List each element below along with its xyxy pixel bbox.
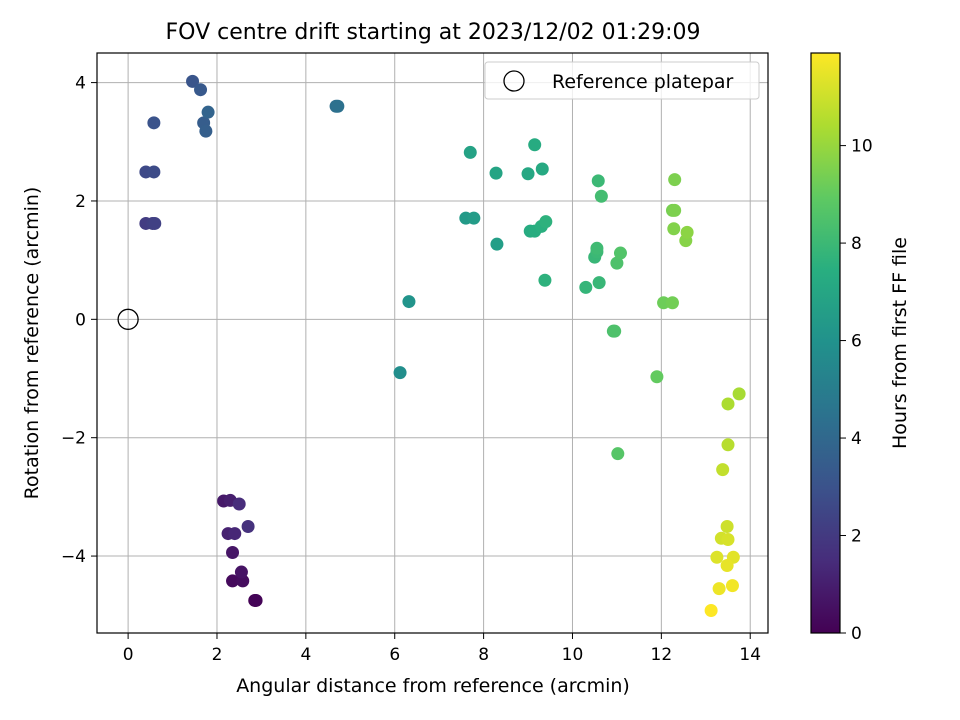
data-point (611, 447, 625, 461)
x-tick-label: 2 (212, 645, 223, 665)
data-point (704, 604, 718, 618)
data-point (194, 83, 208, 97)
data-point (650, 370, 664, 384)
data-point (667, 222, 681, 236)
plot-frame (96, 52, 769, 634)
data-point (592, 276, 606, 290)
data-point (528, 138, 542, 152)
y-axis-ticks: −4 −2 0 2 4 (61, 74, 97, 567)
data-point (467, 211, 481, 225)
data-point (228, 527, 242, 541)
y-axis-label: Rotation from reference (arcmin) (21, 187, 43, 500)
data-point (521, 167, 535, 181)
legend-reference-marker (503, 70, 525, 92)
data-point (201, 105, 215, 119)
data-point (591, 174, 605, 188)
y-tick-label: −4 (61, 547, 86, 567)
data-point (463, 145, 477, 159)
data-point (721, 397, 735, 411)
data-point (610, 256, 624, 270)
reference-platepar-marker (117, 308, 139, 330)
data-point (720, 519, 734, 533)
data-point (186, 74, 200, 88)
plot-area: 0 2 4 6 8 10 12 14 −4 −2 0 2 4 Reference platepar (61, 52, 769, 665)
colorbar-gradient (810, 52, 841, 634)
legend: Reference platepar (484, 61, 760, 100)
x-axis-label: Angular distance from reference (arcmin) (236, 675, 630, 697)
data-point (665, 296, 679, 310)
data-point (199, 124, 213, 138)
x-axis-ticks: 0 2 4 6 8 10 12 14 (123, 633, 761, 665)
data-point (147, 116, 161, 130)
x-tick-label: 4 (300, 645, 311, 665)
data-point (249, 593, 263, 607)
data-point (490, 237, 504, 251)
colorbar-tick-label: 10 (851, 137, 873, 157)
data-point (668, 203, 682, 217)
legend-box (484, 61, 760, 100)
y-tick-label: 0 (75, 310, 86, 330)
colorbar-ticks: 0 2 4 6 8 10 (840, 137, 873, 644)
data-point (668, 173, 682, 187)
legend-entry-reference: Reference platepar (552, 71, 734, 93)
x-tick-label: 8 (478, 645, 489, 665)
data-point (535, 162, 549, 176)
data-point (331, 99, 345, 113)
chart-title: FOV centre drift starting at 2023/12/02 … (166, 20, 701, 45)
reference-marker-layer (117, 308, 139, 330)
y-tick-label: −2 (61, 429, 86, 449)
data-point (680, 225, 694, 239)
data-point (241, 519, 255, 533)
x-tick-label: 6 (389, 645, 400, 665)
y-tick-label: 2 (75, 192, 86, 212)
data-point (721, 532, 735, 546)
data-point (721, 438, 735, 452)
data-point (720, 559, 734, 573)
colorbar-tick-label: 8 (851, 234, 862, 254)
data-point (590, 241, 604, 255)
data-point (226, 546, 240, 560)
data-point (489, 166, 503, 180)
data-point (710, 550, 724, 564)
scatter-points (139, 74, 746, 618)
colorbar-label: Hours from first FF file (889, 237, 911, 449)
data-point (712, 582, 726, 596)
data-point (234, 565, 248, 579)
colorbar-tick-label: 6 (851, 332, 862, 352)
colorbar-tick-label: 0 (851, 624, 862, 644)
data-point (657, 296, 671, 310)
data-point (232, 497, 246, 511)
data-point (539, 215, 553, 229)
data-point (402, 295, 416, 309)
x-tick-label: 14 (739, 645, 761, 665)
y-tick-label: 4 (75, 74, 86, 94)
data-point (393, 366, 407, 380)
plot-background (97, 53, 768, 633)
colorbar-tick-label: 2 (851, 527, 862, 547)
colorbar-tick-label: 4 (851, 429, 862, 449)
data-point (608, 324, 622, 338)
data-point (147, 165, 161, 179)
data-point (613, 246, 627, 260)
data-point (538, 273, 552, 287)
data-point (579, 280, 593, 294)
x-tick-label: 10 (562, 645, 584, 665)
data-point (594, 189, 608, 203)
x-tick-label: 12 (651, 645, 673, 665)
data-point (148, 216, 162, 230)
data-point (716, 463, 730, 477)
x-tick-label: 0 (123, 645, 134, 665)
colorbar: 0 2 4 6 8 10 Hours from first FF file (810, 52, 911, 644)
data-point (725, 579, 739, 593)
data-point (732, 387, 746, 401)
data-point (226, 574, 240, 588)
